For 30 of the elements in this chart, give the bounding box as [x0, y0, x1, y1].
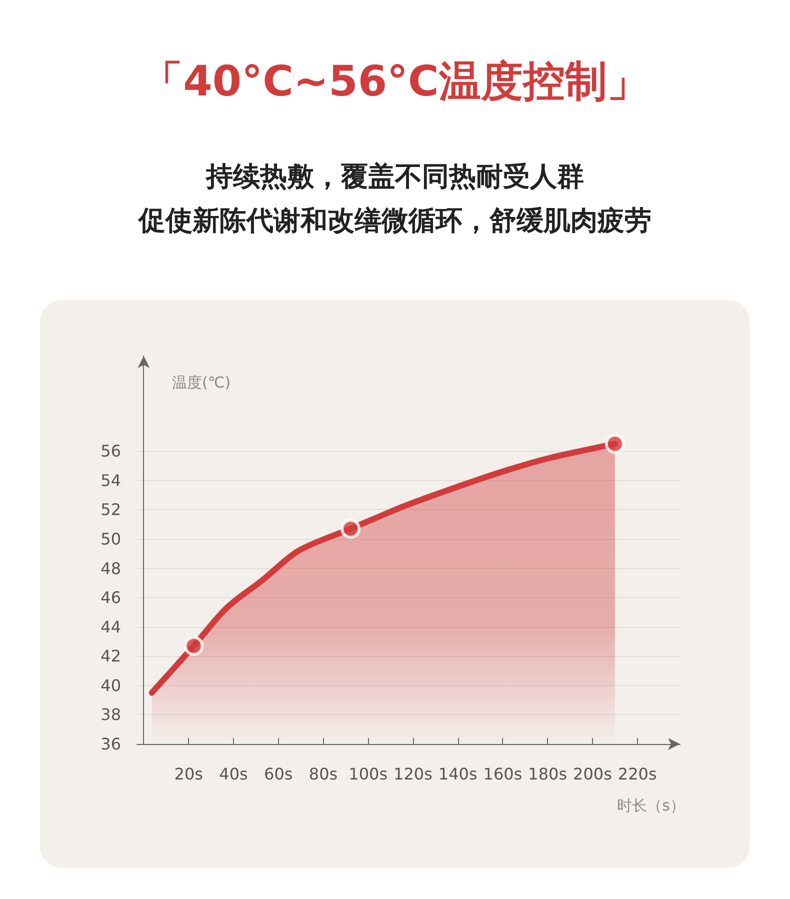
point: [184, 636, 204, 656]
y-tick-label: 38: [100, 705, 121, 724]
y-tick-label: 36: [100, 734, 121, 754]
chart-title: 「40°C~56°C温度控制」: [141, 56, 649, 106]
y-axis-title: 温度(℃): [172, 374, 231, 392]
x-tick-label: 60s: [264, 764, 293, 784]
chart-subtitle: 持续热敷，覆盖不同热耐受人群: [205, 162, 584, 192]
y-tick-label: 40: [100, 676, 121, 695]
y-tick-label: 54: [100, 470, 121, 490]
x-tick-label: 160s: [483, 764, 522, 784]
x-tick-label: 180s: [528, 764, 568, 784]
text: 促使新陈代谢和改缮微循环，舒缓肌肉疲劳: [138, 206, 652, 236]
x-tick-label: 120s: [394, 764, 432, 784]
y-tick-label: 44: [100, 617, 121, 636]
y-tick-label: 42: [100, 646, 121, 666]
y-tick-label: 56: [100, 442, 121, 461]
y-tick-label: 46: [100, 588, 121, 608]
y-tick-label: 50: [100, 530, 121, 549]
x-axis-title: 时长（s）: [617, 796, 686, 814]
x-tick-label: 200s: [573, 764, 612, 784]
x-tick-label: 40s: [219, 764, 248, 784]
x-tick-label: 220s: [618, 764, 657, 784]
point: [604, 434, 625, 454]
y-tick-label: 48: [100, 558, 121, 578]
x-tick-label: 100s: [348, 764, 388, 784]
y-tick-label: 52: [100, 500, 121, 520]
x-tick-label: 20s: [174, 764, 203, 784]
point: [340, 518, 361, 539]
x-tick-label: 140s: [438, 764, 478, 784]
x-tick-label: 80s: [308, 764, 338, 784]
